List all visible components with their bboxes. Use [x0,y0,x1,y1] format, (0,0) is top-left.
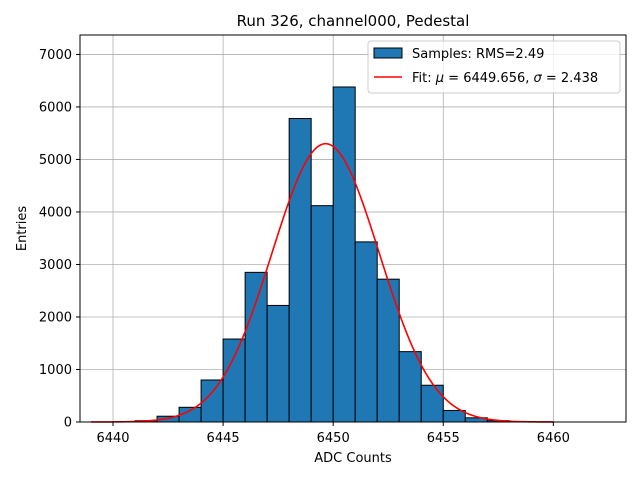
histogram-bar [442,409,466,423]
legend-samples-swatch [373,47,403,59]
y-axis-label: Entries [15,206,30,252]
x-tick-label: 6445 [207,431,240,446]
legend-fit-prefix: Fit: [412,71,436,86]
y-axis-ticks: 0 1000 2000 3000 4000 5000 6000 7000 [39,48,80,431]
histogram-bar [244,271,268,423]
y-tick-label: 6000 [39,100,72,115]
y-tick-label: 3000 [39,258,72,273]
x-tick-label: 6455 [427,431,460,446]
y-tick-label: 1000 [39,363,72,378]
x-axis-ticks: 6440 6445 6450 6455 6460 [96,422,570,446]
legend-fit-mu-value: = 6449.656, [444,71,533,86]
histogram-bar [420,384,444,423]
histogram-bar [222,338,246,423]
legend-fit-sigma-value: = 2.438 [542,71,598,86]
chart-title: Run 326, channel000, Pedestal [237,12,470,30]
legend-fit-sigma-symbol: σ [534,71,543,86]
y-tick-label: 0 [64,416,72,431]
histogram-bar [310,205,334,423]
histogram-bar [354,241,378,423]
y-tick-label: 4000 [39,205,72,220]
legend-box [367,40,621,94]
x-tick-label: 6460 [537,431,570,446]
histogram-bar [376,278,400,423]
fit-curve [91,142,554,423]
x-tick-label: 6450 [317,431,350,446]
x-tick-label: 6440 [96,431,129,446]
legend: Samples: RMS=2.49 Fit: μ = 6449.656, σ =… [367,40,621,94]
fit-curve-group [91,142,554,423]
histogram-bar [288,117,312,423]
legend-samples-label: Samples: RMS=2.49 [412,47,544,62]
histogram-bar [266,304,290,423]
histogram-bar [332,86,356,423]
x-axis-label: ADC Counts [314,451,392,466]
y-tick-label: 2000 [39,310,72,325]
plot-frame [79,34,627,423]
y-tick-label: 7000 [39,48,72,63]
histogram-bar [398,351,422,423]
legend-fit-mu-symbol: μ [435,71,444,86]
legend-fit-label: Fit: μ = 6449.656, σ = 2.438 [412,71,598,86]
y-tick-label: 5000 [39,153,72,168]
